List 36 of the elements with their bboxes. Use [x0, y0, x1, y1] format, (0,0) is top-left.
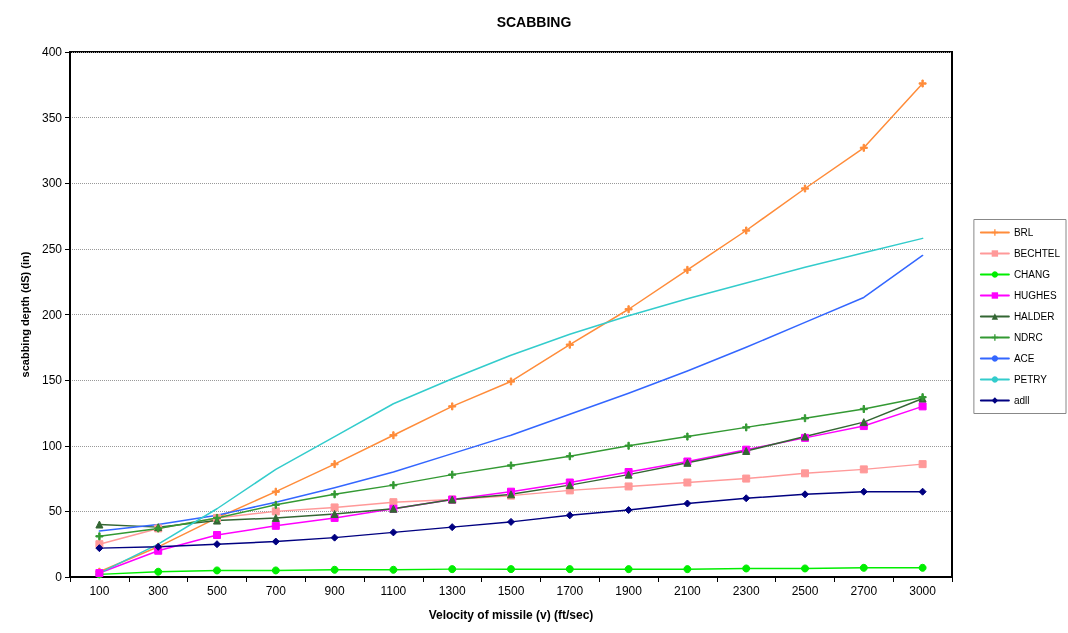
y-tick-label: 100: [41, 438, 63, 453]
x-tick-label: 2700: [850, 584, 878, 598]
y-tick-label: 150: [41, 373, 63, 388]
legend-label: NDRC: [1013, 332, 1043, 343]
x-tick-label: 1300: [438, 584, 466, 598]
x-tick-label: 3000: [909, 584, 937, 598]
x-tick-label: 1500: [497, 584, 525, 598]
x-tick-label: 1700: [556, 584, 584, 598]
y-axis-title: scabbing depth (dS) (in): [18, 251, 31, 378]
y-tick-label: 200: [41, 307, 63, 322]
legend-label: adll: [1013, 395, 1030, 406]
x-tick-label: 2300: [732, 584, 760, 598]
x-tick-label: 300: [148, 584, 169, 598]
x-tick-label: 2500: [791, 584, 819, 598]
legend-label: CHANG: [1013, 269, 1051, 280]
y-tick-label: 0: [55, 570, 63, 584]
x-tick-label: 900: [324, 584, 345, 598]
x-tick-label: 1100: [380, 584, 407, 598]
y-tick-label: 300: [41, 176, 63, 191]
legend-label: ACE: [1013, 353, 1035, 364]
y-tick-label: 350: [41, 110, 63, 125]
x-tick-label: 100: [89, 584, 110, 598]
legend-label: HALDER: [1013, 311, 1055, 322]
x-tick-label: 500: [206, 584, 228, 598]
legend-label: BECHTEL: [1013, 248, 1061, 259]
x-tick-label: 2100: [674, 584, 702, 598]
y-tick-label: 400: [41, 45, 63, 59]
legend-label: HUGHES: [1013, 290, 1057, 301]
y-tick-label: 50: [48, 504, 63, 519]
x-axis-title: Velocity of missile (v) (ft/sec): [428, 608, 594, 622]
y-tick-label: 250: [41, 241, 63, 256]
legend-label: PETRY: [1013, 374, 1048, 385]
legend-label: BRL: [1013, 227, 1034, 238]
chart-title: SCABBING: [496, 14, 572, 30]
x-tick-label: 700: [265, 584, 287, 598]
x-tick-label: 1900: [615, 584, 643, 598]
